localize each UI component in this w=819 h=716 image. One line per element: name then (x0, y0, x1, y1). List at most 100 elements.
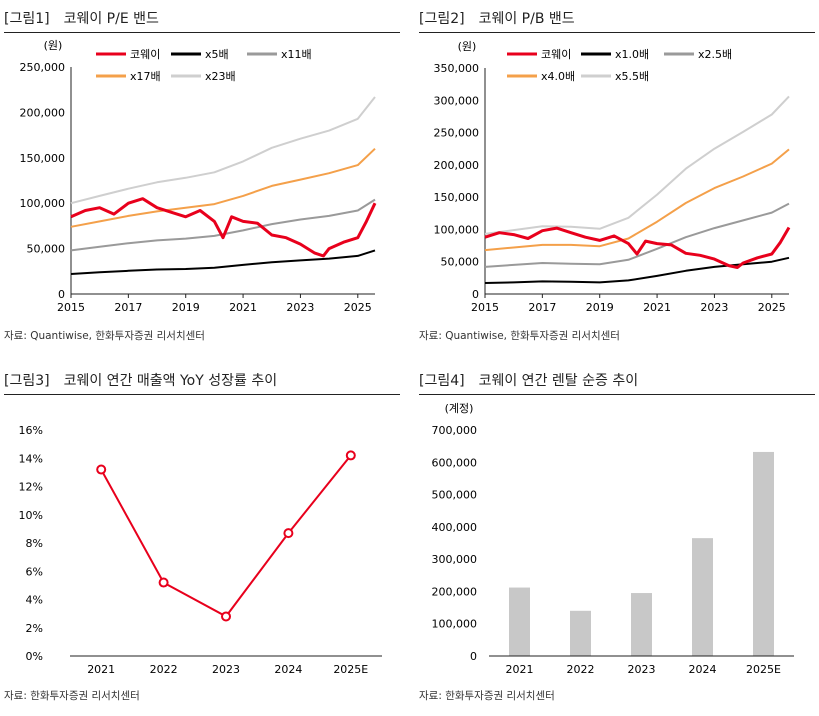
x-tick-label: 2021 (506, 663, 534, 676)
bar (570, 610, 591, 656)
y-tick-label: 0 (472, 288, 479, 301)
x-tick-label: 2019 (586, 301, 614, 314)
legend-label: x1.0배 (615, 48, 649, 61)
data-point (221, 611, 231, 622)
title-rule (419, 394, 815, 395)
y-tick-label: 150,000 (434, 191, 480, 204)
title-text: 코웨이 P/E 밴드 (63, 11, 159, 27)
y-tick-label: 0 (58, 288, 65, 301)
source-note: 자료: Quantiwise, 한화투자증권 리서치센터 (4, 330, 205, 342)
legend-label: x23배 (205, 70, 236, 83)
y-tick-label: 500,000 (432, 489, 478, 502)
title-rule (4, 32, 400, 33)
pe-band-chart: (원) 0 50,000 100,000 150,000 200,000 250,000 20… (20, 39, 377, 314)
title-text: 코웨이 연간 매출액 YoY 성장률 추이 (63, 373, 278, 389)
series-line-main (70, 197, 377, 258)
y-tick-label: 150,000 (20, 152, 66, 165)
y-tick-label: 8% (26, 537, 43, 550)
x-tick-label: 2023 (212, 663, 240, 676)
figure-tag: [그림3] (4, 373, 50, 389)
x-tick-label: 2015 (57, 301, 85, 314)
series-line-band (70, 96, 376, 205)
unit-label: (원) (458, 40, 477, 53)
rental-net-add-chart: (계정) 0 100,000 200,000 300,000 400,000 500,000… (432, 402, 794, 676)
y-tick-label: 300,000 (434, 94, 480, 107)
figure-tag: [그림4] (419, 373, 465, 389)
legend-label: x11배 (281, 48, 312, 61)
y-tick-label: 100,000 (432, 618, 478, 631)
chart-title: [그림3] 코웨이 연간 매출액 YoY 성장률 추이 (4, 370, 277, 390)
bar (631, 593, 652, 656)
x-tick-label: 2022 (567, 663, 595, 676)
y-tick-label: 6% (26, 565, 43, 578)
series-line-band (70, 147, 376, 228)
y-tick-label: 100,000 (434, 223, 480, 236)
title-text: 코웨이 P/B 밴드 (478, 11, 575, 27)
x-tick-label: 2021 (229, 301, 257, 314)
legend-label: x5.5배 (615, 70, 649, 83)
legend-label: 코웨이 (130, 48, 160, 61)
y-tick-label: 600,000 (432, 456, 478, 469)
series-line (100, 454, 352, 618)
y-tick-label: 12% (19, 481, 43, 494)
x-tick-label: 2021 (87, 663, 115, 676)
y-tick-label: 100,000 (20, 197, 66, 210)
y-tick-label: 50,000 (27, 243, 66, 256)
title-rule (4, 394, 400, 395)
chart-title: [그림2] 코웨이 P/B 밴드 (419, 8, 575, 28)
source-note: 자료: 한화투자증권 리서치센터 (419, 690, 555, 702)
data-point (283, 528, 294, 539)
bar (753, 451, 774, 656)
y-tick-label: 700,000 (432, 424, 478, 437)
x-tick-label: 2023 (628, 663, 656, 676)
y-tick-label: 250,000 (20, 61, 66, 74)
y-tick-label: 350,000 (434, 62, 480, 75)
y-tick-label: 300,000 (432, 553, 478, 566)
x-tick-label: 2024 (274, 663, 302, 676)
legend-label: x4.0배 (541, 70, 575, 83)
series-line-band (484, 256, 790, 284)
figure-tag: [그림1] (4, 11, 50, 27)
x-tick-label: 2022 (150, 663, 178, 676)
y-tick-label: 250,000 (434, 127, 480, 140)
y-tick-label: 4% (26, 594, 43, 607)
x-tick-label: 2025E (746, 663, 781, 676)
x-tick-label: 2024 (689, 663, 717, 676)
y-tick-label: 200,000 (432, 585, 478, 598)
figure-tag: [그림2] (419, 11, 465, 27)
y-tick-label: 16% (19, 424, 43, 437)
y-tick-label: 10% (19, 509, 43, 522)
series-line-band (70, 249, 376, 275)
y-tick-label: 2% (26, 622, 43, 635)
bar (509, 587, 530, 656)
panel-revenue-growth: [그림3] 코웨이 연간 매출액 YoY 성장률 추이 0% 2% 4% 6% 8% 10%… (4, 370, 400, 710)
chart-title: [그림4] 코웨이 연간 렌탈 순증 추이 (419, 370, 638, 390)
y-tick-label: 0 (470, 650, 477, 663)
x-tick-label: 2023 (700, 301, 728, 314)
y-tick-label: 0% (26, 650, 43, 663)
y-tick-label: 400,000 (432, 521, 478, 534)
legend-label: x17배 (130, 70, 161, 83)
data-point (96, 464, 107, 475)
x-tick-label: 2023 (286, 301, 314, 314)
y-tick-label: 14% (19, 452, 43, 465)
y-tick-label: 50,000 (441, 256, 480, 269)
panel-pb-band: [그림2] 코웨이 P/B 밴드 (원) 0 50,000 100,000 150,000… (419, 8, 815, 348)
source-note: 자료: Quantiwise, 한화투자증권 리서치센터 (419, 330, 620, 342)
unit-label: (원) (44, 39, 63, 52)
chart-title: [그림1] 코웨이 P/E 밴드 (4, 8, 159, 28)
source-note: 자료: 한화투자증권 리서치센터 (4, 690, 140, 702)
series-line-band (484, 202, 790, 268)
x-tick-label: 2021 (643, 301, 671, 314)
panel-pe-band: [그림1] 코웨이 P/E 밴드 (원) 0 50,000 100,000 150,000… (4, 8, 400, 348)
series-line-band (70, 198, 376, 252)
x-tick-label: 2019 (172, 301, 200, 314)
x-tick-label: 2025E (333, 663, 368, 676)
legend-label: x2.5배 (698, 48, 732, 61)
title-rule (419, 32, 815, 33)
data-point (158, 577, 169, 588)
x-tick-label: 2017 (114, 301, 142, 314)
data-point (345, 450, 356, 461)
x-tick-label: 2017 (528, 301, 556, 314)
series-line-band (484, 148, 790, 252)
